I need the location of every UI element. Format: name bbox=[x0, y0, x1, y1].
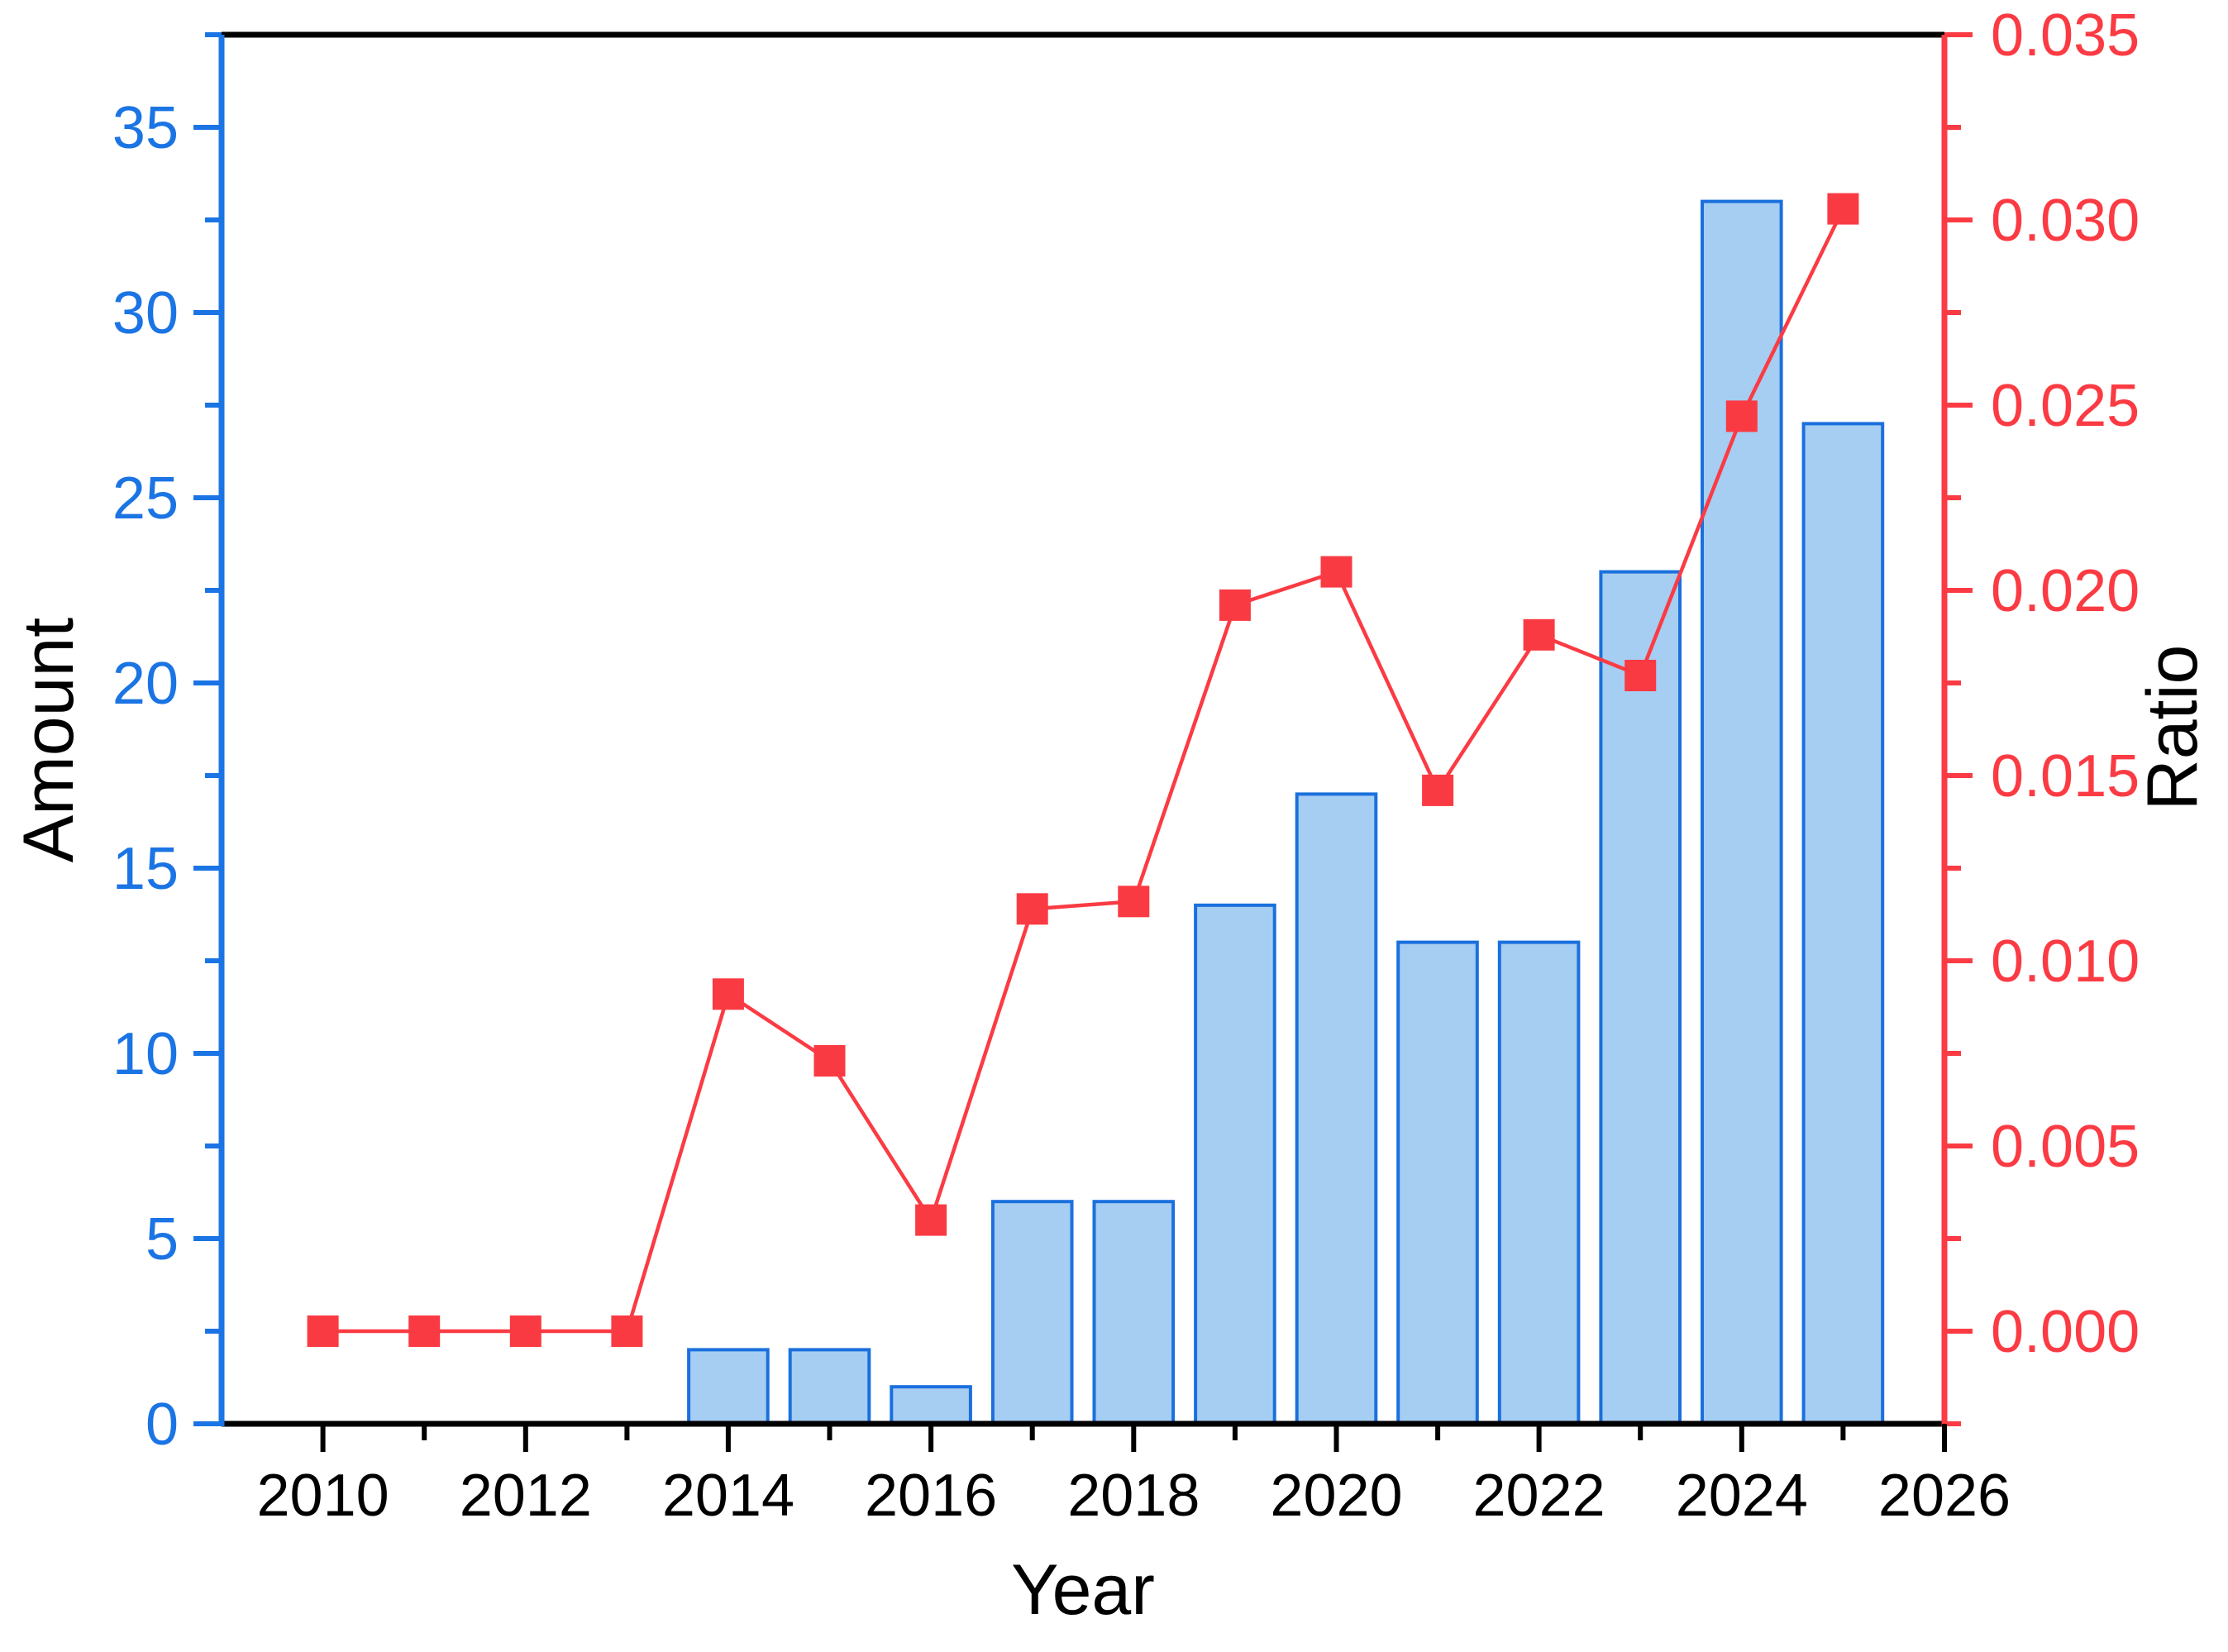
ratio-marker-2010 bbox=[307, 1315, 339, 1347]
amount-axis-title: Amount bbox=[9, 618, 88, 862]
right-tick-label-0.015: 0.015 bbox=[1991, 743, 2140, 809]
amount-bar-2018 bbox=[1092, 1200, 1176, 1425]
ratio-marker-2017 bbox=[1016, 893, 1048, 925]
x-tick-label-2026: 2026 bbox=[1878, 1463, 2011, 1529]
ratio-marker-2016 bbox=[915, 1204, 947, 1236]
x-tick-label-2014: 2014 bbox=[662, 1463, 794, 1529]
left-tick-label-0: 0 bbox=[146, 1392, 179, 1458]
ratio-marker-2015 bbox=[813, 1045, 846, 1077]
ratio-marker-2014 bbox=[712, 978, 744, 1010]
right-tick-label-0.010: 0.010 bbox=[1991, 929, 2140, 995]
ratio-marker-2023 bbox=[1624, 660, 1657, 691]
amount-bar-2016 bbox=[890, 1385, 972, 1425]
amount-bar-2023 bbox=[1599, 570, 1682, 1425]
ratio-marker-2025 bbox=[1827, 193, 1859, 225]
right-tick-label-0.025: 0.025 bbox=[1991, 373, 2140, 439]
x-tick-label-2024: 2024 bbox=[1676, 1463, 1808, 1529]
chart-generated-layer: 051015202530350.0000.0050.0100.0150.0200… bbox=[112, 2, 2140, 1529]
amount-bars-group bbox=[687, 199, 1885, 1426]
amount-bar-2019 bbox=[1194, 903, 1276, 1426]
ratio-axis-title: Ratio bbox=[2133, 645, 2212, 811]
amount-bar-2017 bbox=[990, 1200, 1074, 1425]
x-tick-label-2022: 2022 bbox=[1473, 1463, 1605, 1529]
left-tick-label-15: 15 bbox=[112, 836, 179, 902]
ratio-marker-2012 bbox=[509, 1315, 541, 1347]
right-tick-label-0.030: 0.030 bbox=[1991, 188, 2140, 254]
ratio-marker-2013 bbox=[611, 1315, 643, 1347]
ratio-marker-2019 bbox=[1219, 589, 1251, 621]
left-tick-label-5: 5 bbox=[146, 1206, 179, 1272]
right-tick-label-0.000: 0.000 bbox=[1991, 1299, 2140, 1365]
x-tick-label-2018: 2018 bbox=[1067, 1463, 1200, 1529]
ratio-marker-2020 bbox=[1320, 556, 1353, 588]
right-tick-label-0.005: 0.005 bbox=[1991, 1114, 2140, 1180]
ratio-marker-2022 bbox=[1523, 618, 1555, 651]
ratio-marker-2024 bbox=[1725, 400, 1758, 432]
left-tick-label-10: 10 bbox=[112, 1021, 179, 1087]
left-tick-label-30: 30 bbox=[112, 280, 179, 346]
amount-bar-2022 bbox=[1497, 940, 1581, 1425]
ratio-marker-2018 bbox=[1118, 886, 1150, 918]
ratio-marker-2021 bbox=[1422, 774, 1454, 806]
amount-bar-2015 bbox=[788, 1348, 871, 1426]
year-axis-title: Year bbox=[1011, 1550, 1155, 1630]
amount-bar-2014 bbox=[687, 1348, 770, 1426]
amount-bar-2024 bbox=[1701, 199, 1783, 1426]
left-tick-label-20: 20 bbox=[112, 651, 179, 717]
x-tick-label-2020: 2020 bbox=[1270, 1463, 1402, 1529]
right-tick-label-0.020: 0.020 bbox=[1991, 558, 2140, 624]
x-axis-ticks-group: 2010 2012 2014 2016 2018 2020 2022 2024 2026 bbox=[257, 1424, 2011, 1529]
ratio-marker-2011 bbox=[408, 1315, 441, 1347]
right-axis-ticks-group: 0.000 0.005 0.010 0.015 0.020 0.025 0.030 0.035 bbox=[1944, 2, 2140, 1426]
x-tick-label-2016: 2016 bbox=[865, 1463, 997, 1529]
x-tick-label-2010: 2010 bbox=[257, 1463, 389, 1529]
x-tick-label-2012: 2012 bbox=[460, 1463, 592, 1529]
ratio-markers-group bbox=[307, 193, 1859, 1347]
left-tick-label-25: 25 bbox=[112, 466, 179, 532]
left-axis-ticks-group: 0 5 10 15 20 25 30 35 bbox=[112, 32, 222, 1458]
amount-bar-2021 bbox=[1396, 940, 1479, 1425]
left-tick-label-35: 35 bbox=[112, 95, 179, 161]
amount-bar-2025 bbox=[1801, 422, 1885, 1425]
amount-bar-2020 bbox=[1295, 792, 1378, 1425]
right-tick-label-0.035: 0.035 bbox=[1991, 2, 2140, 69]
ratio-line bbox=[322, 208, 1845, 1334]
